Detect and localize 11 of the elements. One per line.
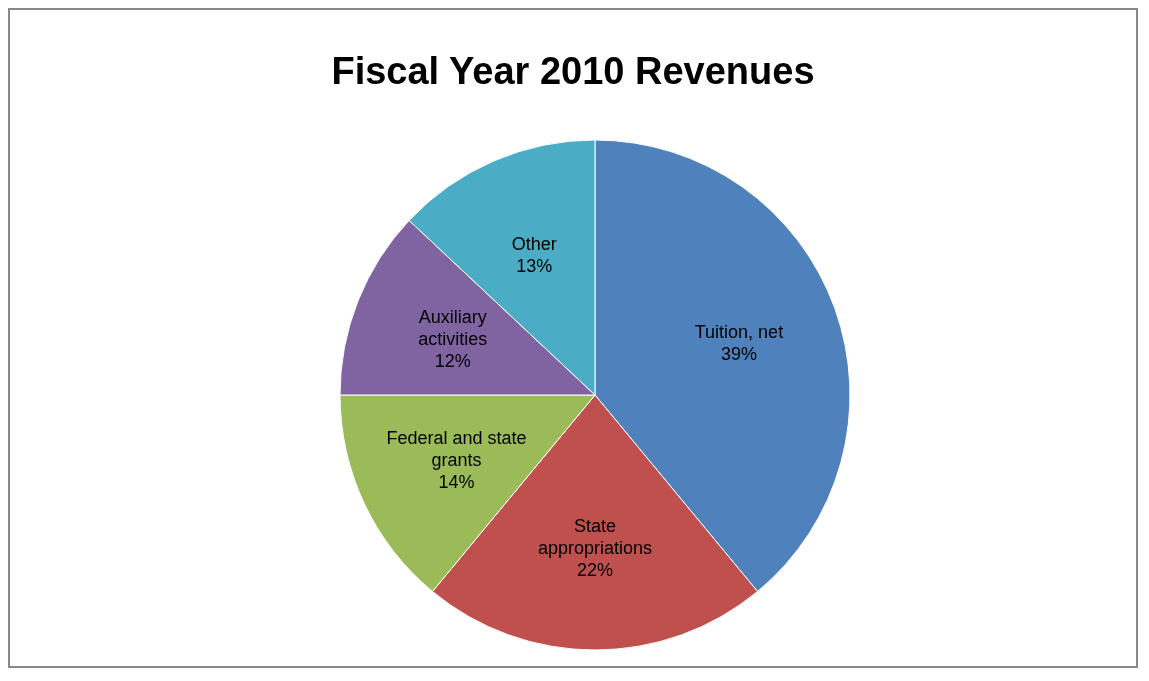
data-label: 22%: [576, 560, 614, 580]
data-label: 12%: [434, 350, 471, 371]
data-label: 13%: [516, 255, 553, 276]
slice-label: Auxiliary activities: [418, 306, 488, 349]
slice-label: Other: [511, 233, 557, 254]
slice-label: Federal and state grants: [386, 428, 527, 471]
chart-title: Fiscal Year 2010 Revenues: [330, 49, 816, 94]
slice-label: State appropriations: [537, 516, 653, 558]
data-label: 39%: [720, 344, 757, 365]
data-label: 14%: [438, 472, 475, 493]
slice-label: Tuition, net: [694, 322, 784, 343]
